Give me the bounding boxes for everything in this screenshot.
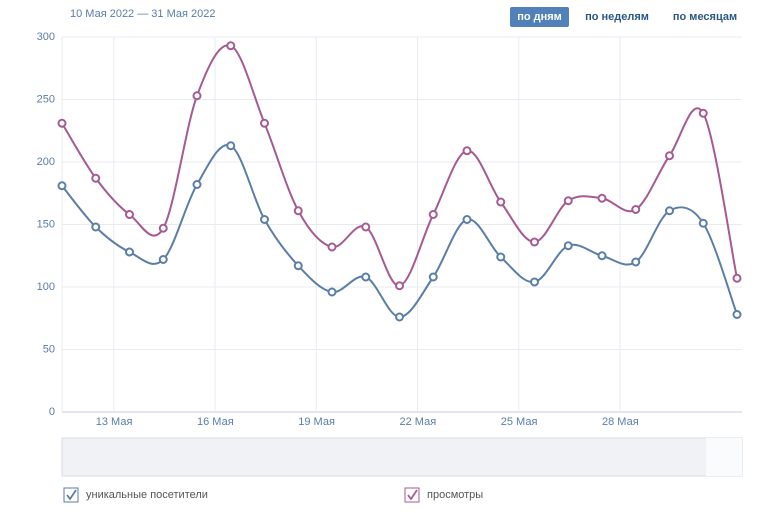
y-tick-label: 200 xyxy=(37,156,55,168)
data-point xyxy=(226,141,236,151)
data-point xyxy=(158,223,168,233)
data-point xyxy=(91,222,101,232)
data-point xyxy=(293,206,303,216)
data-point xyxy=(125,247,134,257)
legend-label: просмотры xyxy=(427,489,483,501)
data-point xyxy=(428,210,438,219)
data-point xyxy=(462,146,472,156)
data-point xyxy=(260,215,269,224)
y-tick-label: 100 xyxy=(37,281,55,293)
data-point xyxy=(665,206,674,216)
data-point xyxy=(631,257,641,267)
data-point xyxy=(226,41,236,51)
data-point xyxy=(327,242,337,252)
y-tick-label: 150 xyxy=(37,218,55,230)
data-point xyxy=(192,91,202,101)
data-point xyxy=(496,197,506,207)
data-point xyxy=(57,118,67,128)
data-point xyxy=(260,118,269,128)
data-point xyxy=(361,222,371,232)
data-point xyxy=(158,255,168,264)
data-point xyxy=(732,273,742,283)
x-tick-label: 28 Мая xyxy=(602,416,639,428)
navigator-window[interactable] xyxy=(706,438,742,476)
data-point xyxy=(597,193,607,203)
data-point xyxy=(698,108,708,118)
data-point xyxy=(395,281,404,291)
data-point xyxy=(462,215,472,224)
button-bg[interactable] xyxy=(510,7,569,27)
series-line xyxy=(61,44,738,287)
data-point xyxy=(698,218,708,228)
y-tick-label: 0 xyxy=(49,406,55,418)
data-point xyxy=(530,237,539,247)
y-tick-label: 50 xyxy=(43,343,55,355)
date-range: 10 Мая 2022 — 31 Мая 2022 xyxy=(70,8,215,20)
data-point xyxy=(732,310,742,319)
x-tick-label: 13 Мая xyxy=(96,416,133,428)
button[interactable]: по неделям xyxy=(585,11,649,23)
button[interactable]: по дням xyxy=(517,11,562,23)
data-point xyxy=(361,272,371,282)
data-point xyxy=(395,312,404,322)
data-point xyxy=(496,252,506,262)
data-point xyxy=(57,181,67,191)
check-icon xyxy=(407,489,418,501)
y-tick-label: 250 xyxy=(37,93,55,105)
data-point xyxy=(631,205,641,214)
data-point xyxy=(597,251,607,261)
data-point xyxy=(91,173,101,183)
y-tick-label: 300 xyxy=(37,31,55,43)
x-tick-label: 16 Мая xyxy=(197,416,234,428)
x-tick-label: 25 Мая xyxy=(501,416,538,428)
data-point xyxy=(665,151,674,161)
data-point xyxy=(563,241,573,251)
legend-label: уникальные посетители xyxy=(86,489,208,501)
button[interactable]: по месяцам xyxy=(673,11,737,23)
data-point xyxy=(125,210,134,219)
data-point xyxy=(530,277,539,287)
data-point xyxy=(293,261,303,271)
data-point xyxy=(563,196,573,206)
x-tick-label: 22 Мая xyxy=(400,416,437,428)
check-icon xyxy=(66,489,77,501)
data-point xyxy=(428,272,438,282)
data-point xyxy=(192,180,202,189)
data-point xyxy=(327,287,337,297)
x-tick-label: 19 Мая xyxy=(298,416,335,428)
navigator[interactable] xyxy=(61,437,743,477)
